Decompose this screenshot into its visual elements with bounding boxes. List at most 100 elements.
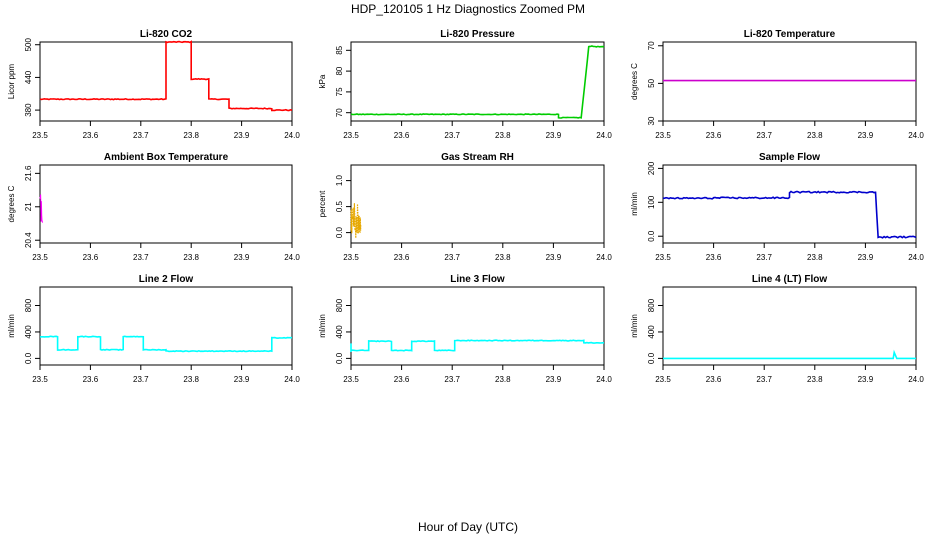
y-tick-label: 70	[647, 41, 656, 50]
series-line-1	[662, 190, 917, 239]
y-tick-label: 50	[647, 78, 656, 87]
x-tick-label: 23.7	[756, 375, 772, 384]
y-tick-label: 0.0	[335, 352, 344, 364]
y-tick-label: 440	[24, 70, 33, 84]
y-tick-label: 0.0	[24, 352, 33, 364]
x-tick-label: 24.0	[284, 375, 300, 384]
plot-frame	[662, 164, 917, 244]
panel-6: Sample Flow 23.5 23.6 23.7 23.8 23.9 24.0 0.0 10…	[630, 152, 924, 262]
x-tick-label: 23.8	[807, 375, 823, 384]
panel-title: Ambient Box Temperature	[104, 152, 229, 163]
y-tick-label: 75	[335, 87, 344, 96]
x-tick-label: 23.7	[444, 131, 460, 140]
y-axis-label: kPa	[318, 74, 327, 88]
x-tick-label: 23.5	[32, 131, 48, 140]
y-tick-label: 800	[647, 298, 656, 312]
x-tick-label: 23.5	[343, 131, 359, 140]
y-tick-label: 380	[24, 103, 33, 117]
y-axis-label: degrees C	[630, 63, 639, 100]
x-tick-label: 24.0	[596, 375, 612, 384]
x-tick-label: 23.8	[807, 131, 823, 140]
y-tick-label: 200	[647, 161, 656, 175]
x-tick-label: 23.8	[183, 375, 199, 384]
y-axis-label: ml/min	[630, 314, 639, 338]
x-tick-label: 23.7	[133, 253, 149, 262]
panel-7: Line 2 Flow 23.5 23.6 23.7 23.8 23.9 24.0 0.0 40…	[7, 274, 300, 384]
plot-frame	[662, 41, 917, 122]
x-tick-label: 23.9	[234, 375, 250, 384]
x-tick-label: 23.5	[343, 375, 359, 384]
panel-title: Line 3 Flow	[450, 274, 505, 285]
x-tick-label: 23.8	[183, 253, 199, 262]
x-tick-label: 23.6	[83, 253, 99, 262]
y-tick-label: 400	[24, 325, 33, 339]
x-tick-label: 23.8	[495, 375, 511, 384]
y-axis-label: Licor ppm	[7, 64, 16, 99]
series-line-1	[663, 349, 916, 360]
panel-3: Li-820 Temperature 23.5 23.6 23.7 23.8 23.9 24…	[630, 29, 924, 140]
x-tick-label: 23.9	[546, 131, 562, 140]
y-tick-label: 30	[647, 116, 656, 125]
x-tick-label: 23.7	[133, 131, 149, 140]
y-tick-label: 70	[335, 108, 344, 117]
y-tick-label: 400	[647, 325, 656, 339]
y-tick-label: 21	[24, 202, 33, 211]
x-tick-label: 23.5	[32, 375, 48, 384]
y-tick-label: 80	[335, 66, 344, 75]
series-line-1	[39, 335, 292, 353]
figure-title: HDP_120105 1 Hz Diagnostics Zoomed PM	[351, 2, 585, 16]
y-tick-label: 100	[647, 195, 656, 209]
panel-5: Gas Stream RH 23.5 23.6 23.7 23.8 23.9 24.0 0.0…	[318, 152, 612, 262]
x-tick-label: 23.6	[394, 375, 410, 384]
y-tick-label: 20.4	[24, 232, 33, 248]
panel-title: Sample Flow	[759, 152, 820, 163]
plot-frame	[350, 164, 605, 244]
panel-grid: Li-820 CO2 23.5 23.6 23.7 23.8 23.9 24.0 380 440…	[7, 29, 924, 384]
y-tick-label: 0.5	[335, 200, 344, 212]
x-tick-label: 23.9	[858, 375, 874, 384]
y-tick-label: 0.0	[647, 352, 656, 364]
plot-frame	[39, 164, 293, 244]
x-tick-label: 24.0	[284, 131, 300, 140]
x-tick-label: 24.0	[596, 131, 612, 140]
x-tick-label: 23.8	[495, 253, 511, 262]
x-tick-label: 23.7	[444, 253, 460, 262]
y-tick-label: 400	[335, 325, 344, 339]
panel-9: Line 4 (LT) Flow 23.5 23.6 23.7 23.8 23.9 24.0…	[630, 274, 924, 384]
x-tick-label: 23.6	[706, 131, 722, 140]
y-tick-label: 0.0	[647, 230, 656, 242]
y-axis-label: degrees C	[7, 185, 16, 222]
panel-title: Line 4 (LT) Flow	[752, 274, 828, 285]
y-axis-label: ml/min	[630, 192, 639, 216]
x-tick-label: 23.8	[807, 253, 823, 262]
y-tick-label: 85	[335, 45, 344, 54]
plot-frame	[662, 286, 917, 366]
x-tick-label: 23.6	[83, 375, 99, 384]
x-tick-label: 23.6	[706, 253, 722, 262]
panel-title: Li-820 Temperature	[744, 29, 836, 40]
x-tick-label: 24.0	[908, 131, 924, 140]
x-tick-label: 23.5	[655, 253, 671, 262]
y-axis-label: ml/min	[318, 314, 327, 338]
panel-title: Li-820 Pressure	[440, 29, 515, 40]
panel-title: Gas Stream RH	[441, 152, 514, 163]
panel-8: Line 3 Flow 23.5 23.6 23.7 23.8 23.9 24.0 0.0 40…	[318, 274, 612, 384]
x-tick-label: 23.5	[655, 131, 671, 140]
x-tick-label: 23.9	[858, 131, 874, 140]
x-tick-label: 23.9	[234, 131, 250, 140]
x-tick-label: 23.5	[343, 253, 359, 262]
panel-title: Li-820 CO2	[140, 29, 193, 40]
y-tick-label: 21.6	[24, 165, 33, 181]
x-tick-label: 23.5	[655, 375, 671, 384]
x-tick-label: 23.8	[495, 131, 511, 140]
x-tick-label: 24.0	[908, 375, 924, 384]
y-axis-label: ml/min	[7, 314, 16, 338]
y-tick-label: 0.0	[335, 226, 344, 238]
x-tick-label: 23.9	[234, 253, 250, 262]
x-tick-label: 24.0	[596, 253, 612, 262]
y-tick-label: 800	[24, 298, 33, 312]
x-tick-label: 23.6	[83, 131, 99, 140]
series-line-1	[39, 194, 43, 223]
series-line-1	[350, 203, 362, 239]
panel-4: Ambient Box Temperature 23.5 23.6 23.7 23.8 2…	[7, 152, 300, 262]
